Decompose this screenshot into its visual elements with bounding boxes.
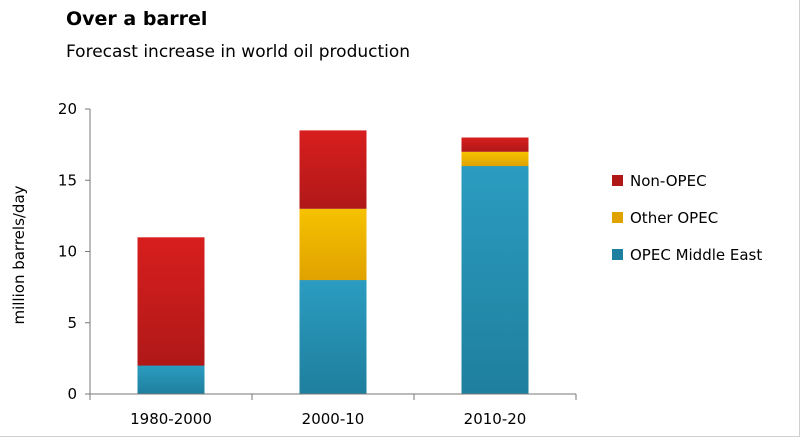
legend-label: Non-OPEC xyxy=(630,172,707,190)
legend-group: Non-OPEC Other OPEC OPEC Middle East xyxy=(612,172,762,264)
y-tick-label: 20 xyxy=(58,100,77,118)
bar-opec-middle-east-2000-10 xyxy=(299,280,367,394)
axes-group: 0 5 10 15 20 1980-2000 2000-10 2010-20 xyxy=(58,100,577,428)
bar-other-opec-2000-10 xyxy=(299,208,367,281)
x-tick-label: 2010-20 xyxy=(464,410,527,428)
legend-label: Other OPEC xyxy=(630,209,718,227)
bar-opec-middle-east-2010-20 xyxy=(461,166,529,394)
bar-non-opec-1980-2000 xyxy=(137,237,205,366)
y-tick-label: 0 xyxy=(67,385,77,403)
legend-swatch xyxy=(612,175,623,186)
y-tick-label: 10 xyxy=(58,243,77,261)
legend-swatch xyxy=(612,249,623,260)
y-tick-label: 5 xyxy=(67,314,77,332)
chart-subtitle: Forecast increase in world oil productio… xyxy=(66,42,411,62)
y-tick-label: 15 xyxy=(58,171,77,189)
bar-other-opec-2010-20 xyxy=(461,151,529,167)
bar-opec-middle-east-1980-2000 xyxy=(137,365,205,394)
bar-non-opec-2000-10 xyxy=(299,130,367,209)
legend-swatch xyxy=(612,212,623,223)
bars-group xyxy=(137,130,529,394)
chart-title: Over a barrel xyxy=(66,8,208,30)
y-axis-label: million barrels/day xyxy=(10,185,28,324)
legend-label: OPEC Middle East xyxy=(630,246,762,264)
x-tick-label: 2000-10 xyxy=(302,410,365,428)
bar-non-opec-2010-20 xyxy=(461,137,529,152)
x-tick-label: 1980-2000 xyxy=(130,410,212,428)
